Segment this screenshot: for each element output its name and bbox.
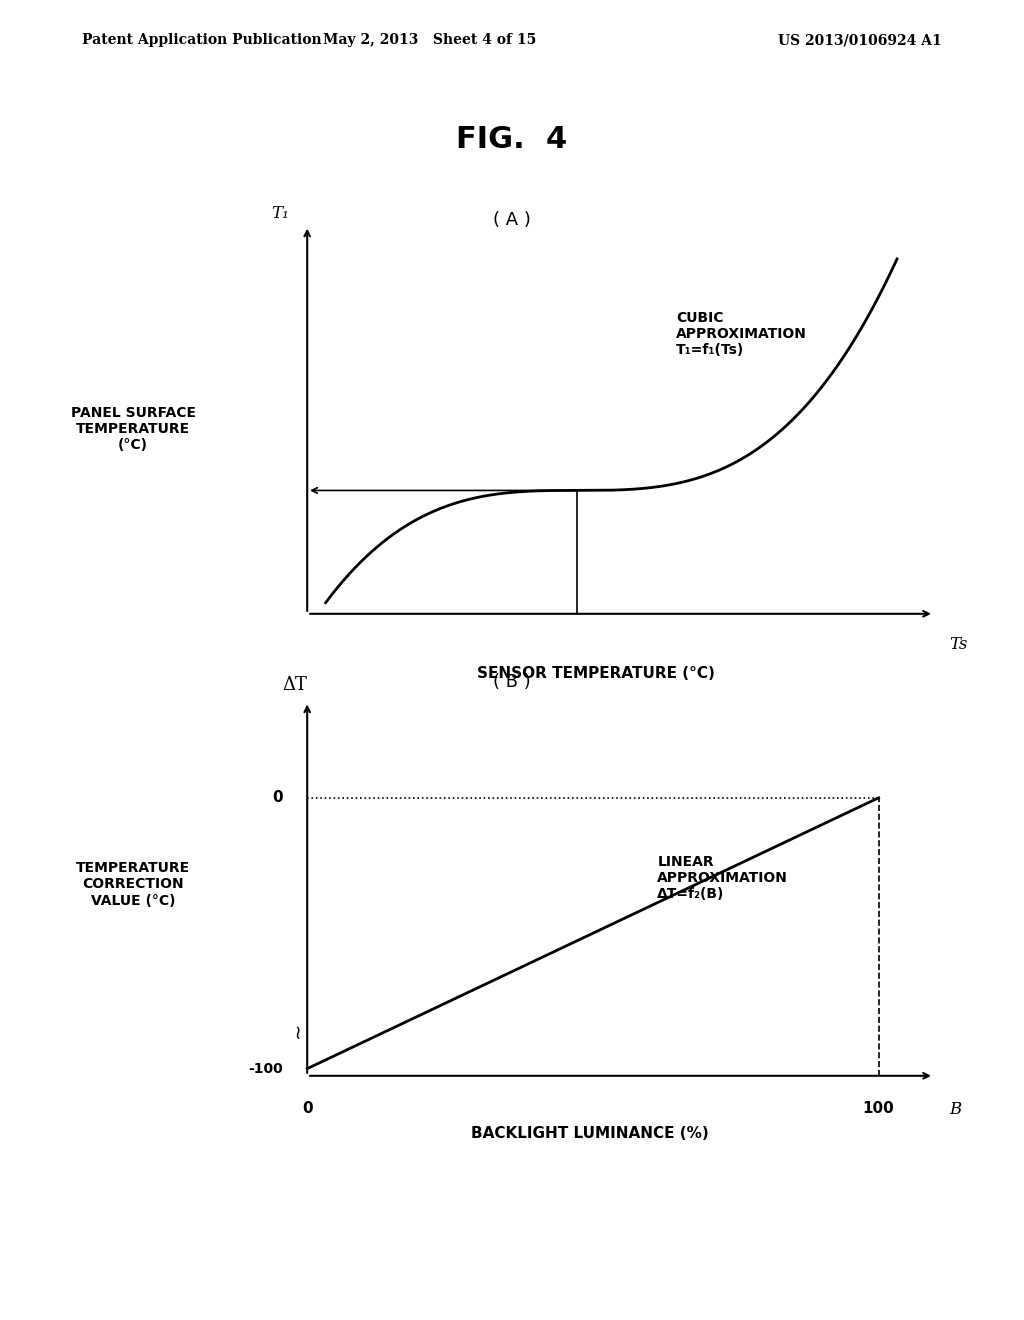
Text: 0: 0 [302,1101,312,1115]
Text: Patent Application Publication: Patent Application Publication [82,33,322,48]
Text: CUBIC
APPROXIMATION
T₁=f₁(Ts): CUBIC APPROXIMATION T₁=f₁(Ts) [676,310,807,358]
Text: Ts: Ts [949,636,968,653]
Text: ∼: ∼ [289,1022,307,1038]
Text: PANEL SURFACE
TEMPERATURE
(°C): PANEL SURFACE TEMPERATURE (°C) [71,405,196,453]
Text: TEMPERATURE
CORRECTION
VALUE (°C): TEMPERATURE CORRECTION VALUE (°C) [76,861,190,908]
Text: ( A ): ( A ) [494,211,530,230]
Text: ( B ): ( B ) [494,673,530,692]
Text: T₁: T₁ [271,205,289,222]
Text: ΔT: ΔT [283,676,307,694]
Text: 0: 0 [272,791,283,805]
Text: May 2, 2013   Sheet 4 of 15: May 2, 2013 Sheet 4 of 15 [324,33,537,48]
Text: B: B [949,1101,962,1118]
Text: LINEAR
APPROXIMATION
ΔT=f₂(B): LINEAR APPROXIMATION ΔT=f₂(B) [657,855,788,902]
Text: US 2013/0106924 A1: US 2013/0106924 A1 [778,33,942,48]
Text: BACKLIGHT LUMINANCE (%): BACKLIGHT LUMINANCE (%) [471,1126,709,1140]
Text: -100: -100 [248,1061,283,1076]
Text: FIG.  4: FIG. 4 [457,125,567,154]
Text: 100: 100 [862,1101,895,1115]
Text: SENSOR TEMPERATURE (°C): SENSOR TEMPERATURE (°C) [477,665,715,681]
